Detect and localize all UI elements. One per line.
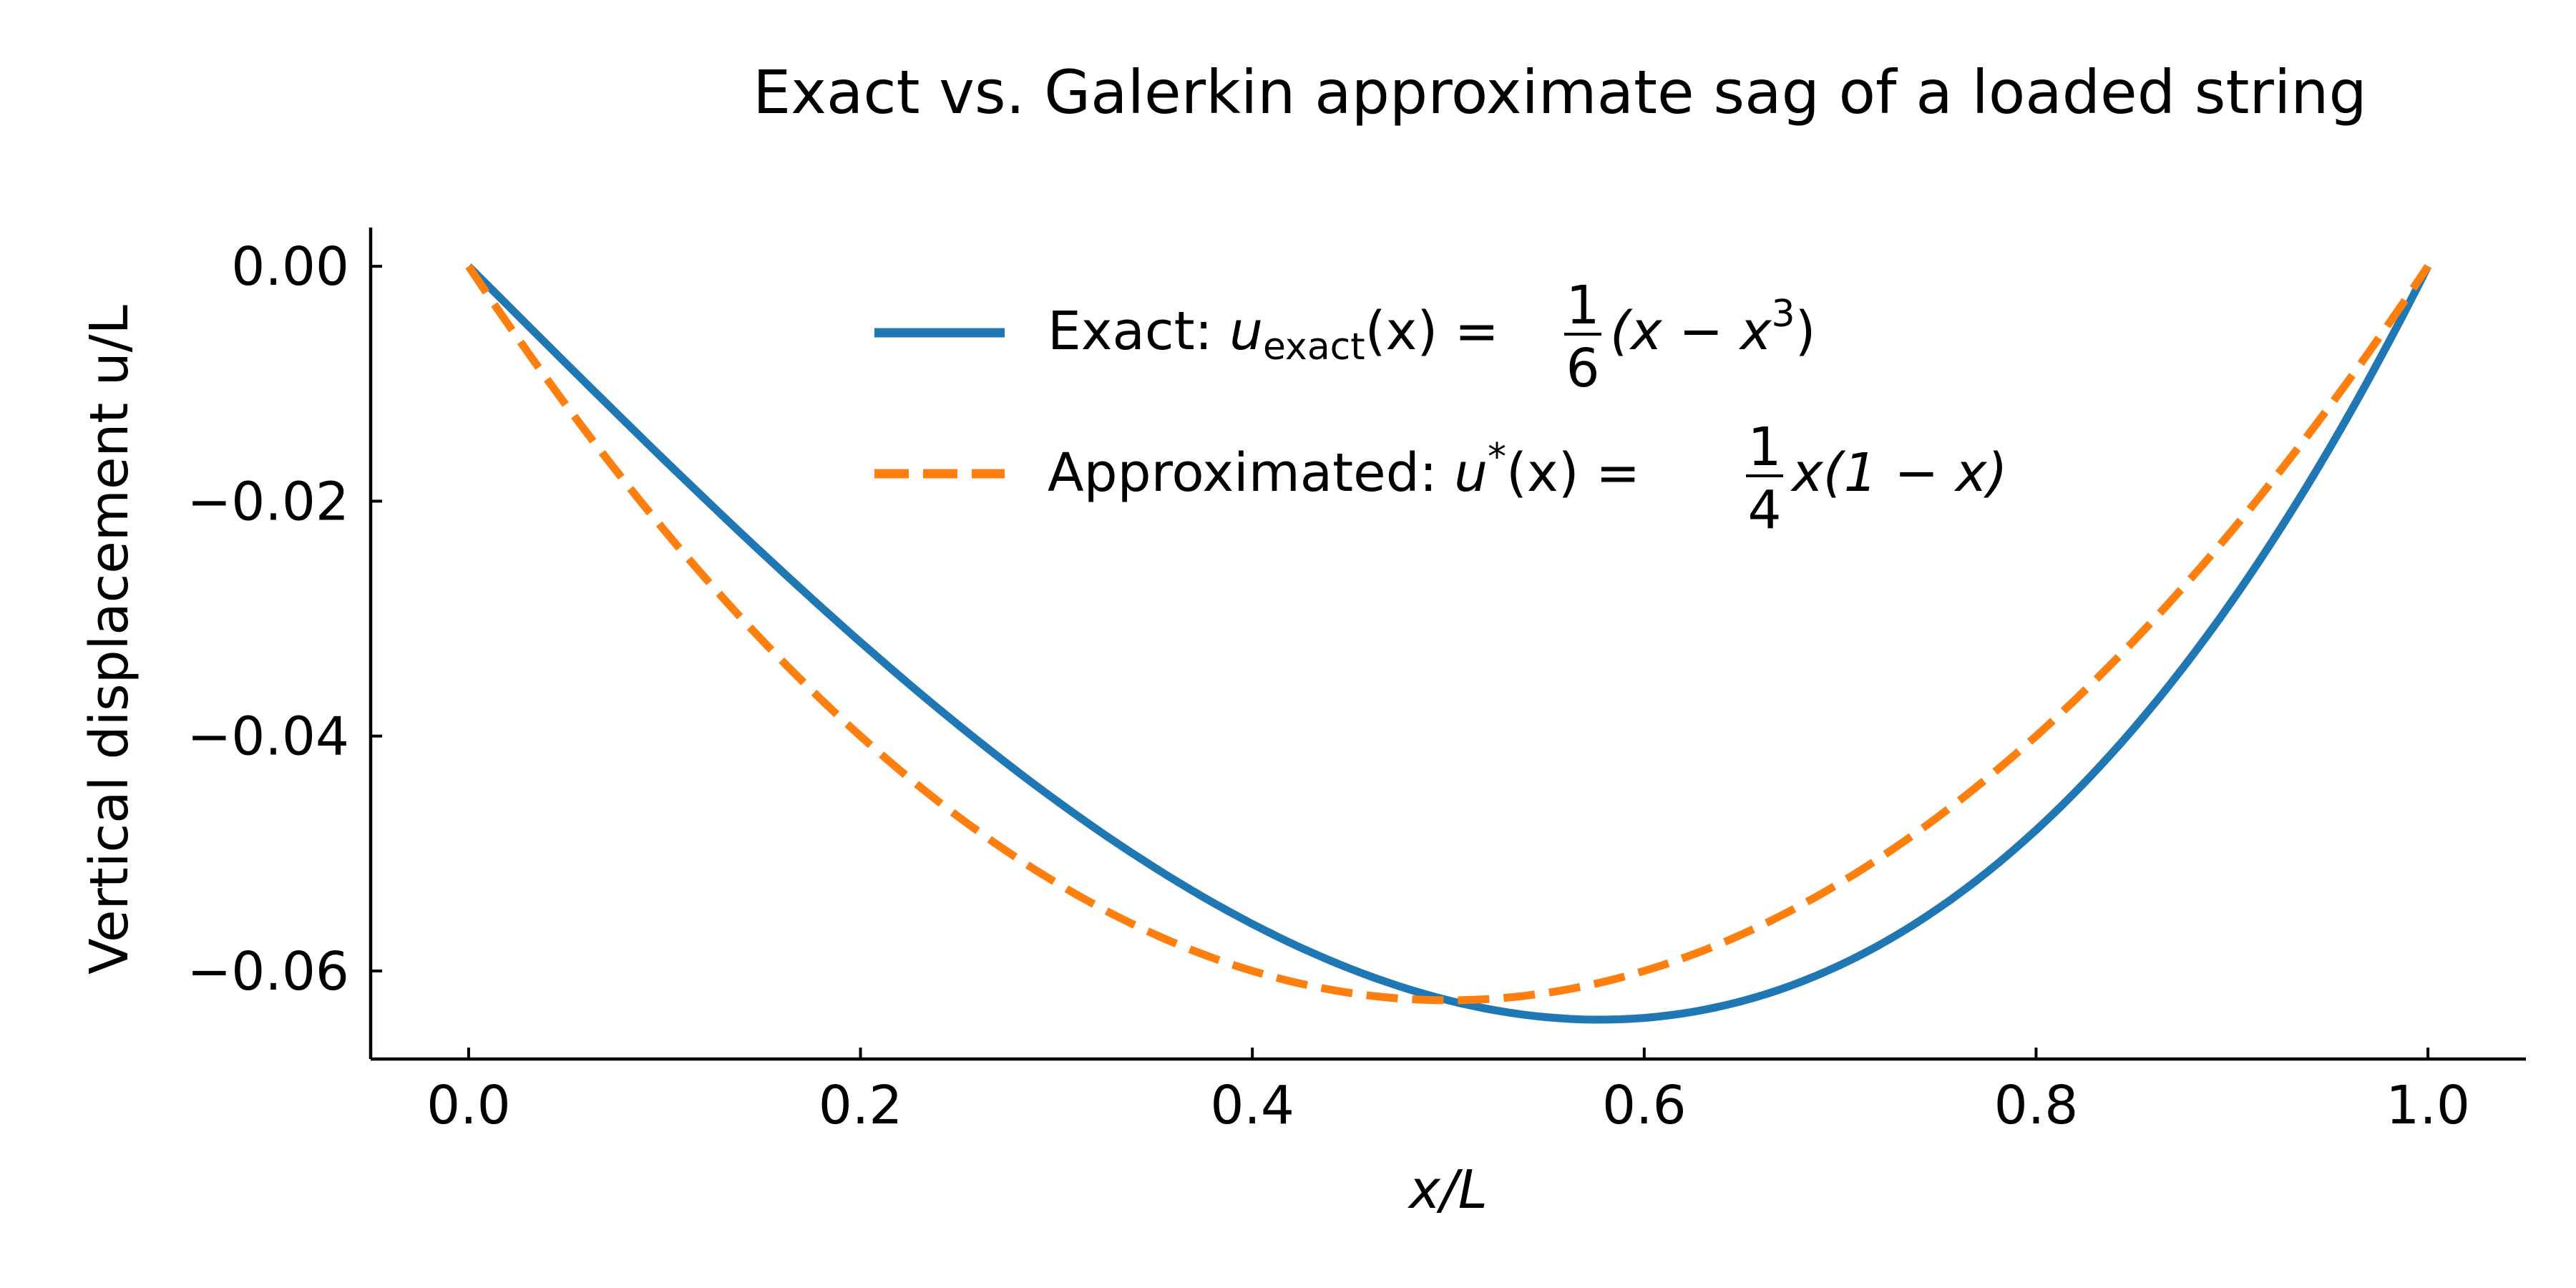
y-axis-label: Vertical displacement u/L <box>79 305 140 975</box>
y-ticks: 0.00 −0.02 −0.04 −0.06 <box>187 236 382 1002</box>
x-tick-label: 0.2 <box>819 1075 903 1136</box>
plot-area: 0.0 0.2 0.4 0.6 0.8 1.0 0.00 −0.02 −0.04 −0.06 <box>187 228 2526 1136</box>
x-tick-label: 0.6 <box>1602 1075 1687 1136</box>
series-layer <box>465 263 2432 1024</box>
x-tick-label: 0.4 <box>1210 1075 1294 1136</box>
legend: Exact: uexact(x) = 1 6 (x − x3) Approxim… <box>874 275 2007 541</box>
x-ticks: 0.0 0.2 0.4 0.6 0.8 1.0 <box>426 1048 2470 1136</box>
y-tick-label: −0.04 <box>187 706 349 768</box>
y-tick-label: 0.00 <box>231 236 349 298</box>
x-tick-label: 1.0 <box>2386 1075 2470 1136</box>
legend-fraction-exact: 1 6 <box>1564 275 1601 399</box>
svg-text:6: 6 <box>1566 338 1599 399</box>
x-axis-label: x/L <box>1407 1159 1488 1221</box>
chart-title: Exact vs. Galerkin approximate sag of a … <box>753 57 2367 127</box>
y-tick-label: −0.02 <box>187 471 349 532</box>
y-tick-label: −0.06 <box>187 941 349 1002</box>
series-exact-line <box>466 263 2432 1024</box>
svg-text:1: 1 <box>1747 416 1781 478</box>
svg-text:4: 4 <box>1747 479 1781 541</box>
svg-text:1: 1 <box>1566 275 1599 336</box>
legend-label-exact: Exact: uexact(x) = <box>1048 301 1499 369</box>
series-approx-line <box>465 264 2431 1005</box>
legend-expr-approx: x(1 − x) <box>1790 442 2007 504</box>
legend-label-approx: Approximated: u*(x) = <box>1048 436 1640 504</box>
x-tick-label: 0.8 <box>1994 1075 2079 1136</box>
legend-fraction-approx: 1 4 <box>1746 416 1783 541</box>
legend-expr-exact: (x − x3) <box>1610 293 1815 362</box>
x-tick-label: 0.0 <box>426 1075 511 1136</box>
